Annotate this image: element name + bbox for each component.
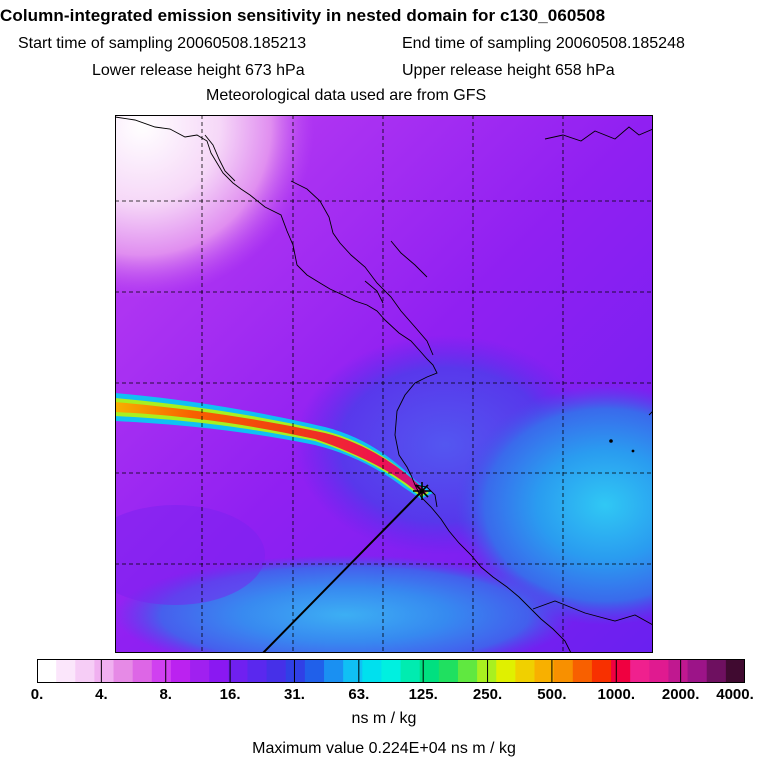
colorbar [37, 659, 745, 683]
release-upper: Upper release height 658 hPa [402, 62, 615, 79]
colorbar-swatch [649, 659, 670, 683]
colorbar-swatch [572, 659, 593, 683]
sensitivity-field [115, 115, 653, 653]
colorbar-swatch [438, 659, 459, 683]
colorbar-swatch [515, 659, 536, 683]
colorbar-swatch [56, 659, 76, 683]
colorbar-tick-label: 8. [159, 686, 172, 703]
colorbar-units: ns m / kg [351, 710, 417, 727]
colorbar-tick-label: 2000. [661, 686, 700, 703]
colorbar-swatch [534, 659, 555, 683]
colorbar-swatch [630, 659, 650, 683]
colorbar-tick-label: 4000. [716, 686, 754, 703]
colorbar-swatch [381, 659, 402, 683]
colorbar-swatch [113, 659, 134, 683]
colorbar-swatch [725, 659, 745, 683]
colorbar-tick-label: 500. [537, 686, 567, 703]
colorbar-swatch [591, 659, 612, 683]
release-lower: Lower release height 673 hPa [92, 62, 305, 79]
colorbar-swatch [37, 659, 57, 683]
colorbar-swatch [477, 659, 497, 683]
colorbar-swatch [266, 659, 287, 683]
colorbar-tick-label: 1000. [597, 686, 636, 703]
colorbar-tick-label: 125. [408, 686, 438, 703]
sampling-end: End time of sampling 20060508.185248 [402, 35, 685, 52]
colorbar-swatch [496, 659, 516, 683]
maximum-value: Maximum value 0.224E+04 ns m / kg [252, 740, 516, 757]
colorbar-swatch [706, 659, 727, 683]
colorbar-swatch [304, 659, 325, 683]
colorbar-swatch [400, 659, 421, 683]
colorbar-swatch [151, 659, 172, 683]
colorbar-swatch [132, 659, 153, 683]
colorbar-tick-label: 31. [284, 686, 305, 703]
colorbar-swatch [285, 659, 306, 683]
colorbar-swatch [170, 659, 191, 683]
colorbar-swatch [553, 659, 574, 683]
release-point-marker [413, 482, 431, 500]
plot-title: Column-integrated emission sensitivity i… [0, 6, 606, 25]
colorbar-swatch [75, 659, 96, 683]
colorbar-swatch [228, 659, 249, 683]
colorbar-swatch [209, 659, 229, 683]
meteo-source: Meteorological data used are from GFS [206, 87, 487, 104]
colorbar-tick-label: 0. [30, 686, 44, 703]
map-frame [115, 115, 653, 653]
colorbar-tick-label: 63. [348, 686, 370, 703]
colorbar-swatch [247, 659, 268, 683]
colorbar-swatch [343, 659, 363, 683]
colorbar-swatch [457, 659, 478, 683]
sensitivity-map [115, 115, 653, 653]
colorbar-swatch [687, 659, 708, 683]
colorbar-swatch [362, 659, 383, 683]
grid-lines [115, 115, 653, 653]
coastlines [115, 116, 653, 653]
colorbar-swatch [611, 659, 631, 683]
colorbar-tick-label: 16. [219, 686, 241, 703]
colorbar-swatch [94, 659, 115, 683]
colorbar-tick-label: 4. [95, 686, 108, 703]
colorbar-swatch [668, 659, 689, 683]
sampling-start: Start time of sampling 20060508.185213 [18, 35, 307, 52]
plume [115, 393, 433, 499]
colorbar-swatch [190, 659, 210, 683]
island-markers [609, 439, 635, 453]
colorbar-frame [37, 659, 745, 683]
colorbar-swatch [324, 659, 344, 683]
colorbar-tick-label: 250. [472, 686, 503, 703]
flight-track [262, 490, 423, 653]
colorbar-swatch [419, 659, 440, 683]
